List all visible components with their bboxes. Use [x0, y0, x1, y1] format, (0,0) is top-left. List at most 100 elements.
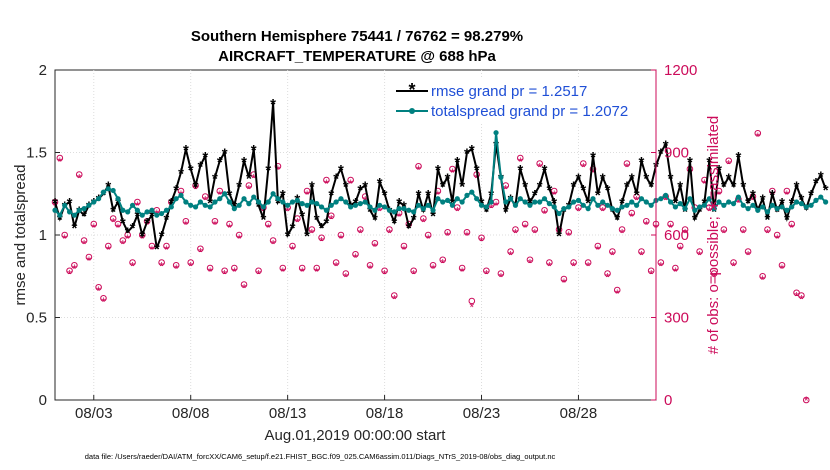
rmse-point: * — [503, 203, 509, 220]
obs-assimilated-point: * — [673, 265, 678, 279]
rmse-point: * — [760, 192, 766, 209]
rmse-point: * — [542, 162, 548, 179]
rmse-point: * — [164, 212, 170, 229]
totalspread-point — [81, 206, 87, 212]
totalspread-point — [197, 199, 204, 205]
obs-assimilated-point: * — [203, 193, 208, 207]
obs-assimilated-point: * — [295, 215, 300, 229]
obs-possible-point — [134, 198, 141, 206]
totalspread-point — [246, 201, 252, 207]
rmse-point: * — [721, 179, 727, 196]
totalspread-point — [459, 199, 465, 205]
totalspread-point — [420, 206, 426, 212]
obs-assimilated-point: * — [789, 221, 794, 235]
rmse-point: * — [469, 142, 475, 159]
totalspread-point — [289, 199, 296, 205]
obs-assimilated-point: * — [358, 226, 363, 240]
obs-assimilated-point: * — [436, 188, 441, 202]
totalspread-point — [115, 196, 121, 202]
totalspread-point — [333, 199, 339, 205]
totalspread-point — [692, 207, 698, 213]
totalspread-point — [469, 189, 475, 195]
obs-assimilated-point: * — [188, 259, 193, 273]
obs-possible-point — [347, 176, 354, 184]
obs-possible-point — [255, 267, 262, 275]
totalspread-point — [803, 204, 809, 210]
totalspread-point — [527, 202, 533, 208]
obs-possible-point — [599, 204, 606, 211]
rmse-point: * — [532, 187, 538, 204]
y-right-tick-label: 300 — [664, 310, 689, 327]
obs-possible-point — [676, 242, 684, 250]
totalspread-point — [663, 192, 669, 198]
totalspread-point — [779, 204, 785, 210]
obs-possible-point — [80, 237, 88, 244]
totalspread-point — [454, 196, 460, 202]
obs-possible-point — [497, 270, 505, 277]
obs-assimilated-point: * — [431, 262, 436, 276]
totalspread-point — [595, 202, 601, 208]
totalspread-point — [648, 202, 654, 208]
obs-possible-point — [449, 165, 456, 173]
rmse-point: * — [789, 195, 795, 212]
obs-assimilated-point: * — [392, 292, 397, 306]
totalspread-point — [328, 202, 334, 208]
rmse-point: * — [687, 154, 693, 171]
obs-assimilated-point: * — [576, 204, 581, 218]
totalspread-point — [721, 202, 727, 208]
obs-possible-point — [332, 259, 340, 266]
obs-assimilated-point: * — [426, 232, 431, 246]
obs-possible-point — [420, 215, 427, 222]
rmse-point: * — [517, 162, 523, 179]
obs-assimilated-point: * — [276, 163, 281, 177]
rmse-point: * — [609, 203, 615, 220]
obs-possible-point — [560, 275, 568, 283]
totalspread-point — [202, 202, 208, 208]
obs-possible-point — [313, 264, 321, 272]
obs-possible-point — [172, 261, 180, 269]
rmse-point: * — [280, 187, 286, 204]
obs-assimilated-point: * — [571, 259, 576, 273]
obs-possible-point — [778, 261, 786, 269]
obs-possible-point — [507, 248, 514, 255]
totalspread-point — [697, 204, 703, 210]
rmse-point: * — [168, 195, 174, 212]
totalspread-point — [226, 199, 233, 205]
rmse-point: * — [222, 146, 228, 163]
y-tick-label: 2 — [39, 62, 47, 79]
obs-possible-point — [754, 129, 762, 137]
obs-assimilated-point: * — [649, 268, 654, 282]
obs-possible-point — [61, 231, 68, 239]
rmse-point: * — [706, 154, 712, 171]
totalspread-point — [619, 204, 625, 210]
obs-possible-point — [681, 226, 689, 233]
legend-rmse-label: rmse grand pr = 1.2517 — [431, 83, 587, 100]
obs-possible-point — [744, 248, 752, 255]
totalspread-point — [57, 212, 63, 218]
obs-possible-point — [386, 226, 393, 233]
obs-assimilated-point: * — [193, 182, 198, 196]
totalspread-point — [62, 202, 68, 208]
obs-possible-point — [279, 264, 287, 272]
obs-assimilated-point: * — [494, 199, 499, 213]
obs-possible-point — [516, 154, 524, 162]
obs-assimilated-point: * — [382, 268, 387, 282]
obs-assimilated-point: * — [532, 226, 537, 240]
rmse-point: * — [735, 149, 741, 166]
obs-assimilated-point: * — [775, 232, 780, 246]
totalspread-point — [144, 209, 150, 215]
totalspread-point — [624, 202, 630, 208]
totalspread-point — [701, 202, 708, 208]
obs-assimilated-point: * — [513, 226, 518, 240]
obs-possible-point — [105, 242, 112, 250]
rmse-point: * — [726, 170, 732, 187]
obs-assimilated-point: * — [484, 268, 489, 282]
totalspread-point — [352, 202, 359, 208]
rmse-point: * — [551, 195, 557, 212]
rmse-point: * — [798, 192, 804, 209]
obs-possible-point — [323, 176, 330, 184]
obs-possible-point — [352, 250, 359, 258]
rmse-point: * — [784, 212, 790, 229]
rmse-point: * — [561, 203, 567, 220]
obs-possible-point — [575, 204, 582, 211]
